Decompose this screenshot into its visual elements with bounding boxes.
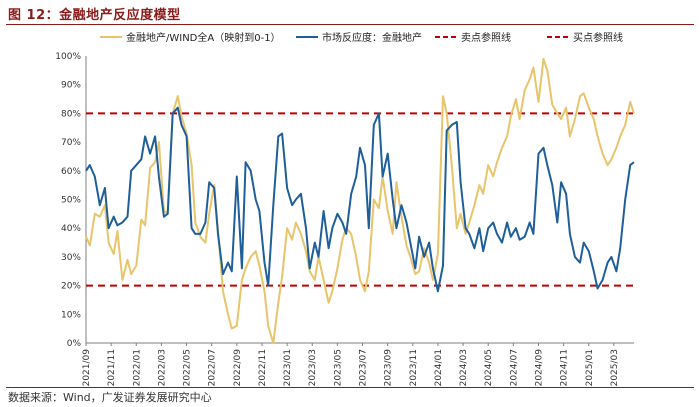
y-tick-label: 0% bbox=[67, 339, 82, 349]
x-tick-label: 2021/11 bbox=[107, 349, 117, 386]
y-tick-label: 30% bbox=[61, 253, 81, 263]
x-tick-label: 2024/03 bbox=[459, 349, 469, 386]
y-tick-label: 90% bbox=[61, 81, 81, 91]
y-tick-label: 60% bbox=[61, 167, 81, 177]
y-tick-label: 70% bbox=[61, 138, 81, 148]
series-line-market-reaction bbox=[85, 106, 635, 293]
y-tick-label: 10% bbox=[61, 310, 81, 320]
x-tick-label: 2023/11 bbox=[409, 349, 419, 386]
y-tick-label: 80% bbox=[61, 109, 81, 119]
legend-label: 金融地产/WIND全A（映射到0-1） bbox=[126, 31, 281, 44]
x-tick-label: 2022/01 bbox=[132, 349, 142, 386]
figure-title: 图 12：金融地产反应度模型 bbox=[8, 8, 181, 23]
x-tick-label: 2024/01 bbox=[434, 349, 444, 386]
y-tick-label: 100% bbox=[55, 52, 81, 62]
chart-legend: 金融地产/WIND全A（映射到0-1） 市场反应度：金融地产 卖点参照线 买点参照线 bbox=[100, 31, 623, 44]
x-tick-label: 2022/07 bbox=[208, 349, 218, 386]
x-tick-label: 2022/03 bbox=[157, 349, 167, 386]
x-tick-label: 2022/09 bbox=[233, 349, 243, 386]
x-tick-label: 2022/05 bbox=[183, 349, 193, 386]
x-tick-label: 2024/11 bbox=[560, 349, 570, 386]
x-tick-label: 2024/05 bbox=[484, 349, 494, 386]
y-tick-label: 20% bbox=[61, 282, 81, 292]
x-tick-label: 2025/01 bbox=[585, 349, 595, 386]
legend-label: 卖点参照线 bbox=[461, 31, 511, 44]
y-tick-label: 40% bbox=[61, 224, 81, 234]
y-axis: 0% 10% 20% 30% 40% 50% 60% 70% 80% 90% 100% bbox=[55, 52, 87, 349]
x-tick-label: 2025/03 bbox=[610, 349, 620, 386]
series-line-finance-realestate-ratio bbox=[85, 57, 635, 344]
x-tick-label: 2021/09 bbox=[82, 349, 92, 386]
x-axis: 2021/09 2021/11 2022/01 2022/03 2022/05 2022/… bbox=[82, 342, 634, 386]
legend-label: 市场反应度：金融地产 bbox=[322, 31, 422, 44]
x-tick-label: 2024/07 bbox=[509, 349, 519, 386]
x-tick-label: 2023/03 bbox=[308, 349, 318, 386]
x-tick-label: 2023/09 bbox=[384, 349, 394, 386]
source-note: 数据来源：Wind，广发证券发展研究中心 bbox=[8, 391, 212, 404]
y-tick-label: 50% bbox=[61, 196, 81, 206]
x-tick-label: 2023/07 bbox=[359, 349, 369, 386]
line-chart: 金融地产/WIND全A（映射到0-1） 市场反应度：金融地产 卖点参照线 买点参照线 … bbox=[55, 31, 635, 386]
title-divider bbox=[6, 24, 694, 25]
x-tick-label: 2023/01 bbox=[283, 349, 293, 386]
x-tick-label: 2023/05 bbox=[333, 349, 343, 386]
x-tick-label: 2024/09 bbox=[534, 349, 544, 386]
source-divider bbox=[6, 387, 694, 388]
legend-label: 买点参照线 bbox=[573, 31, 623, 44]
x-tick-label: 2022/11 bbox=[258, 349, 268, 386]
chart-series bbox=[85, 57, 635, 344]
